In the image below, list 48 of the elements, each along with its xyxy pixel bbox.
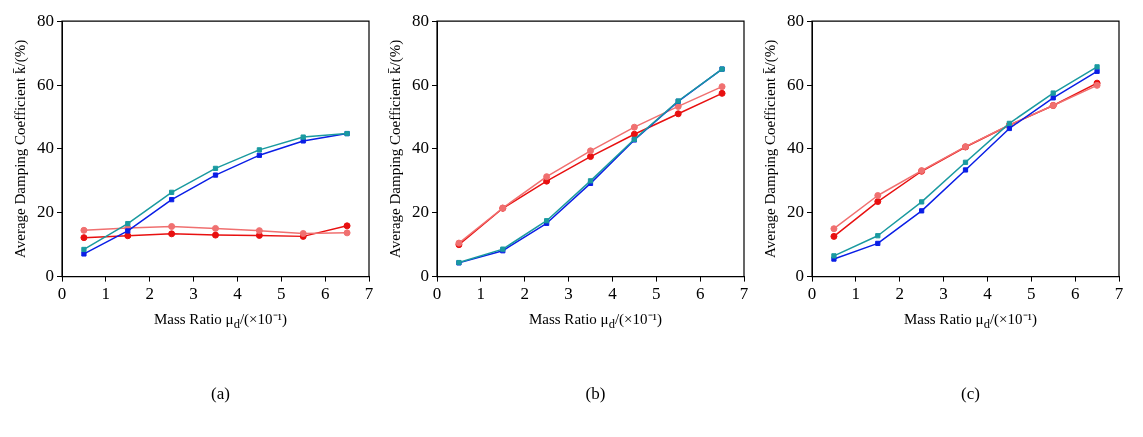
y-tick-label: 0 (45, 266, 54, 286)
y-tick-label: 60 (412, 74, 429, 94)
x-tick-label: 4 (608, 284, 618, 304)
x-axis-title: Mass Ratio μ$_{d}$/(×10⁻¹) (903, 310, 1038, 332)
x-tick-label: 6 (320, 284, 330, 304)
text: (c) (961, 384, 980, 404)
y-tick-label: 0 (420, 266, 429, 286)
x-tick-label: 6 (1070, 284, 1080, 304)
x-tick-label: 3 (564, 284, 573, 304)
x-tick-label: 7 (364, 284, 374, 304)
x-tick-label: 2 (895, 284, 904, 304)
x-axis-title: Mass Ratio μ$_{d}$/(×10⁻¹) (528, 310, 663, 332)
x-tick-label: 5 (652, 284, 661, 304)
y-tick-label: 80 (787, 10, 804, 30)
x-tick-label: 0 (807, 284, 817, 304)
y-tick-label: 20 (787, 202, 804, 222)
y-axis-title: Average Damping Coefficient k̄/(%) (11, 39, 29, 258)
x-tick-label: 6 (695, 284, 705, 304)
y-tick-label: 40 (787, 138, 804, 158)
x-tick-label: 4 (983, 284, 993, 304)
x-tick-label: 0 (57, 284, 67, 304)
x-tick-label: 5 (277, 284, 286, 304)
y-tick-label: 20 (37, 202, 54, 222)
x-tick-label: 3 (939, 284, 948, 304)
y-axis-title: Average Damping Coefficient k̄/(%) (386, 39, 404, 258)
y-tick-label: 0 (795, 266, 804, 286)
y-tick-label: 80 (412, 10, 429, 30)
x-tick-label: 4 (233, 284, 243, 304)
x-tick-label: 7 (1114, 284, 1124, 304)
y-tick-label: 60 (787, 74, 804, 94)
y-tick-label: 40 (37, 138, 54, 158)
y-tick-label: 40 (412, 138, 429, 158)
x-tick-label: 0 (432, 284, 442, 304)
x-tick-label: 7 (739, 284, 749, 304)
y-axis-title: Average Damping Coefficient k̄/(%) (761, 39, 779, 258)
text: (b) (585, 384, 606, 404)
text: (a) (211, 384, 230, 404)
y-tick-label: 60 (37, 74, 54, 94)
x-tick-label: 2 (520, 284, 529, 304)
x-tick-label: 1 (851, 284, 861, 304)
x-tick-label: 5 (1027, 284, 1036, 304)
x-tick-label: 3 (189, 284, 198, 304)
y-tick-label: 80 (37, 10, 54, 30)
x-tick-label: 2 (145, 284, 154, 304)
y-tick-label: 20 (412, 202, 429, 222)
x-axis-title: Mass Ratio μ$_{d}$/(×10⁻¹) (153, 310, 288, 332)
x-tick-label: 1 (476, 284, 486, 304)
x-tick-label: 1 (101, 284, 111, 304)
